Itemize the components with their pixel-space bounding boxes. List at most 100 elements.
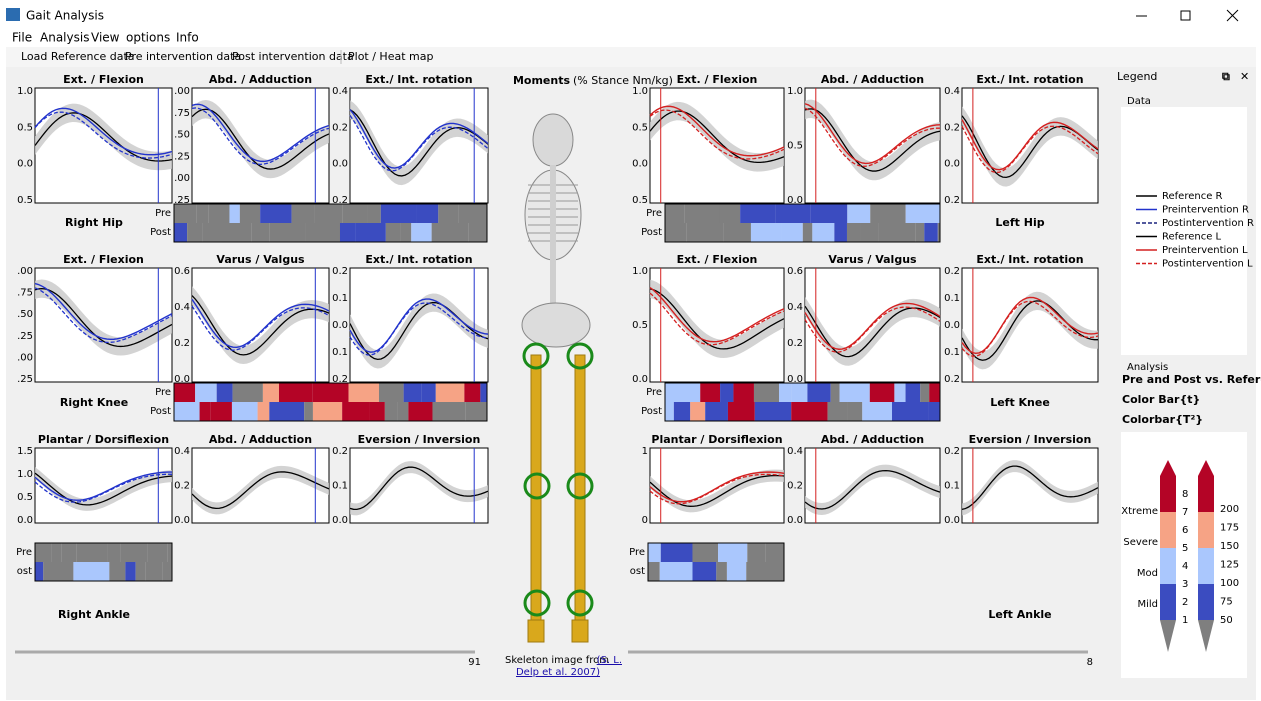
plot-area xyxy=(650,448,784,523)
colorbar-level: Severe xyxy=(1123,537,1158,548)
heatmap-cell xyxy=(197,204,208,223)
toolbar-button[interactable]: Pre intervention data xyxy=(125,50,241,63)
plot-title: Plantar / Dorsiflexion xyxy=(38,433,169,446)
colorbar-tick: 7 xyxy=(1182,507,1188,518)
y-tick-label: 0.4 xyxy=(787,446,803,457)
heatmap-row-label: Post xyxy=(150,227,171,238)
colorbar-tick: 6 xyxy=(1182,525,1188,536)
colorbar-segment xyxy=(1160,512,1176,548)
heatmap-cell xyxy=(232,402,258,421)
legend-entry: Reference L xyxy=(1162,232,1222,243)
plot-title: Plantar / Dorsiflexion xyxy=(651,433,782,446)
y-tick-label: 1.0 xyxy=(17,469,33,480)
y-tick-label: 1.0 xyxy=(632,266,648,277)
heatmap-cell xyxy=(480,383,487,402)
heatmap-cell xyxy=(195,383,217,402)
heatmap-cell xyxy=(269,402,304,421)
heatmap-cell xyxy=(648,562,660,581)
heatmap-cell xyxy=(803,223,813,242)
y-tick-label: 0.1 xyxy=(944,293,960,304)
y-tick-label: 0.2 xyxy=(787,481,803,492)
y-tick-label: 0.5 xyxy=(632,195,648,206)
window-title: Gait Analysis xyxy=(26,9,104,23)
heatmap-cell xyxy=(258,402,270,421)
colorbar-segment xyxy=(1160,584,1176,620)
analysis-item[interactable]: Colorbar{T²} xyxy=(1122,413,1203,426)
heatmap-cell xyxy=(705,402,728,421)
pelvis xyxy=(522,303,590,347)
y-tick-label: .25 xyxy=(174,151,190,162)
y-tick-label: 0.0 xyxy=(944,320,960,331)
dock-title: Legend xyxy=(1117,70,1157,83)
heatmap-cell xyxy=(779,383,792,402)
menu-item[interactable]: Info xyxy=(176,31,199,45)
y-tick-label: .50 xyxy=(17,309,33,320)
y-tick-label: 0.2 xyxy=(174,481,190,492)
colorbar-tick: 2 xyxy=(1182,597,1188,608)
dock-float-button[interactable]: ⧉ xyxy=(1222,70,1230,83)
heatmap-cell xyxy=(349,383,379,402)
heatmap-cell xyxy=(432,402,465,421)
y-tick-label: .25 xyxy=(17,374,33,385)
y-tick-label: 0.5 xyxy=(632,320,648,331)
y-tick-label: .75 xyxy=(174,108,190,119)
colorbar-tick: 1 xyxy=(1182,615,1188,626)
heatmap-cell xyxy=(828,402,848,421)
heatmap-cell xyxy=(340,223,355,242)
heatmap-cell xyxy=(660,562,693,581)
plot-title: Ext./ Int. rotation xyxy=(976,253,1083,266)
y-tick-label: .50 xyxy=(174,130,190,141)
heatmap-cell xyxy=(906,204,940,223)
colorbar-level: Mod xyxy=(1137,568,1158,579)
colorbar-tick: 175 xyxy=(1220,523,1239,534)
colorbar-level: Xtreme xyxy=(1121,506,1158,517)
toolbar-button[interactable]: Plot / Heat map xyxy=(348,50,433,63)
heatmap-row-label: Pre xyxy=(155,208,171,219)
plot-title: Abd. / Adduction xyxy=(209,73,312,86)
plot-title: Abd. / Adduction xyxy=(821,433,924,446)
heatmap-cell xyxy=(754,383,779,402)
heatmap-cell xyxy=(665,204,684,223)
heatmap-cell xyxy=(775,204,810,223)
plot-title: Ext. / Flexion xyxy=(677,253,758,266)
y-tick-label: 0.2 xyxy=(332,446,348,457)
analysis-item[interactable]: Pre and Post vs. Refere xyxy=(1122,373,1261,386)
heatmap-cell xyxy=(661,543,693,562)
dock-close-button[interactable]: ✕ xyxy=(1240,70,1249,83)
menu-item[interactable]: File xyxy=(12,31,32,45)
heatmap-cell xyxy=(370,402,385,421)
toolbar-button[interactable]: Post intervention data xyxy=(232,50,354,63)
heatmap-cell xyxy=(692,543,718,562)
heatmap-cell xyxy=(690,402,705,421)
heatmap-cell xyxy=(432,223,469,242)
heatmap-cell xyxy=(723,223,751,242)
heatmap-cell xyxy=(398,402,408,421)
heatmap-cell xyxy=(43,562,73,581)
menu-item[interactable]: Analysis xyxy=(40,31,89,45)
y-tick-label: 0.5 xyxy=(17,195,33,206)
app-icon xyxy=(6,8,20,21)
heatmap-cell xyxy=(468,223,487,242)
heatmap-cell xyxy=(870,383,895,402)
heatmap-cell xyxy=(421,383,435,402)
analysis-item[interactable]: Color Bar{t} xyxy=(1122,393,1200,406)
heatmap-cell xyxy=(665,223,686,242)
toolbar-button[interactable]: Load Reference data xyxy=(21,50,135,63)
heatmap-cell xyxy=(834,223,847,242)
heatmap-row-label: Pre xyxy=(155,387,171,398)
heatmap-cell xyxy=(292,204,315,223)
joint-label: Right Hip xyxy=(65,216,123,229)
heatmap-cell xyxy=(792,383,808,402)
y-tick-label: 0.2 xyxy=(332,266,348,277)
y-tick-label: 1.0 xyxy=(787,86,803,97)
heatmap-cell xyxy=(61,543,76,562)
heatmap-cell xyxy=(746,562,782,581)
credit-link[interactable]: (S. L. xyxy=(597,655,622,666)
credit-link[interactable]: Delp et al. 2007) xyxy=(516,667,600,678)
heatmap-cell xyxy=(870,204,905,223)
menu-item[interactable]: View xyxy=(91,31,120,45)
y-tick-label: .00 xyxy=(174,173,190,184)
menu-item[interactable]: options xyxy=(126,31,170,45)
plot-title: Ext. / Flexion xyxy=(677,73,758,86)
heatmap-cell xyxy=(848,402,862,421)
